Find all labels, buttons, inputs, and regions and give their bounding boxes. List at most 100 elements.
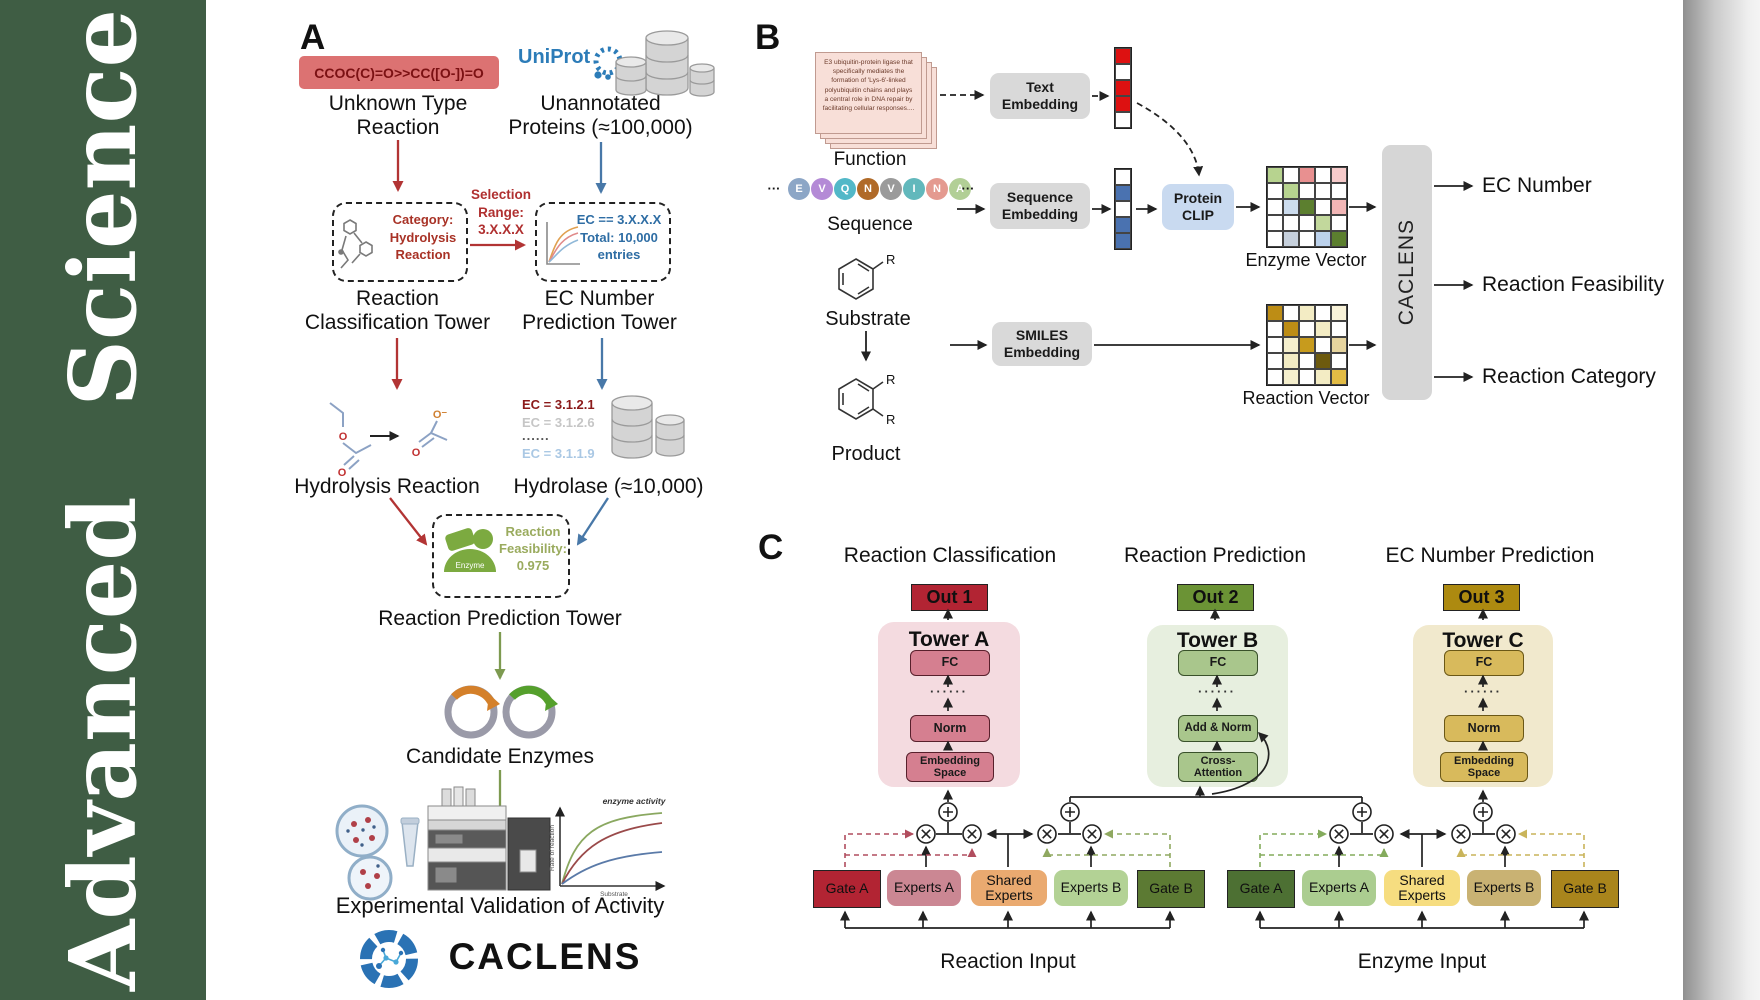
- vector-cell: [1315, 353, 1331, 369]
- tower-c-dots: ······: [1464, 684, 1502, 699]
- vector-cell: [1331, 215, 1347, 231]
- tower-b-crossattention: Cross- Attention: [1178, 752, 1258, 782]
- text-vector: [1114, 47, 1132, 129]
- enzyme-vector-grid: [1266, 166, 1348, 248]
- tower-c-title: Tower C: [1442, 629, 1524, 652]
- vector-cell: [1115, 217, 1131, 233]
- vector-cell: [1299, 215, 1315, 231]
- hydrolysis-reaction-label: Hydrolysis Reaction: [294, 475, 480, 498]
- vector-cell: [1283, 369, 1299, 385]
- vector-cell: [1299, 167, 1315, 183]
- enzyme-input-label: Enzyme Input: [1357, 950, 1487, 973]
- vector-cell: [1283, 353, 1299, 369]
- vector-cell: [1315, 199, 1331, 215]
- vector-cell: [1115, 185, 1131, 201]
- function-card: E3 ubiquitin-protein ligase that specifi…: [815, 52, 922, 134]
- experimental-validation-label: Experimental Validation of Activity: [335, 893, 665, 918]
- kinetics-graph-icon: enzyme activity Rate of reaction Substra…: [549, 796, 667, 898]
- uniprot-logo-text: UniProt: [518, 46, 591, 68]
- vector-cell: [1115, 169, 1131, 185]
- vector-cell: [1299, 183, 1315, 199]
- reaction-gate-a: Gate A: [813, 870, 881, 908]
- output-ec-number: EC Number: [1482, 174, 1592, 197]
- database-icon-unannotated: [615, 30, 715, 97]
- vector-cell: [1315, 167, 1331, 183]
- vector-cell: [1315, 231, 1331, 247]
- vector-cell: [1331, 305, 1347, 321]
- tower-a-fc: FC: [910, 650, 990, 676]
- residue-circle: V: [811, 178, 833, 200]
- vector-cell: [1299, 199, 1315, 215]
- classification-tower-label: Reaction Classification Tower: [304, 287, 491, 335]
- residue-circle: I: [903, 178, 925, 200]
- svg-text:R: R: [886, 252, 895, 267]
- reaction-vector-grid: [1266, 304, 1348, 386]
- vector-cell: [1331, 369, 1347, 385]
- tower-a-dots: ······: [930, 684, 968, 699]
- caclens-logo-icon: [360, 930, 418, 988]
- vector-cell: [1267, 199, 1283, 215]
- smiles-embedding-box: SMILES Embedding: [992, 322, 1092, 366]
- caclens-model-block: CACLENS: [1382, 145, 1432, 400]
- unannotated-proteins-label: Unannotated Proteins (≈100,000): [508, 92, 693, 140]
- vector-cell: [1315, 305, 1331, 321]
- vector-cell: [1283, 183, 1299, 199]
- vector-cell: [1267, 167, 1283, 183]
- reaction-gate-b: Gate B: [1137, 870, 1205, 908]
- tower-b-dots: ······: [1198, 684, 1236, 699]
- hydrolysis-molecules-icon: O O O⁻ O: [329, 402, 448, 479]
- category-text: Category: Hydrolysis Reaction: [389, 212, 457, 263]
- residue-circle: E: [788, 178, 810, 200]
- sequence-embedding-box: Sequence Embedding: [990, 183, 1090, 229]
- candidate-enzymes-label: Candidate Enzymes: [406, 745, 594, 768]
- vector-cell: [1315, 215, 1331, 231]
- vector-cell: [1115, 112, 1131, 128]
- vector-cell: [1267, 321, 1283, 337]
- vector-cell: [1115, 96, 1131, 112]
- reaction-vector-label: Reaction Vector: [1242, 388, 1370, 408]
- tower-a-norm: Norm: [910, 715, 990, 742]
- journal-title: Advanced Science: [49, 9, 157, 991]
- vector-cell: [1331, 183, 1347, 199]
- tower-b-title: Tower B: [1176, 629, 1259, 652]
- residue-circle: Q: [834, 178, 856, 200]
- enzyme-experts-b: Experts B: [1467, 870, 1541, 906]
- text-embedding-box: Text Embedding: [990, 73, 1090, 119]
- reaction-experts-a: Experts A: [887, 870, 961, 906]
- svg-text:O⁻: O⁻: [433, 409, 448, 421]
- vector-cell: [1315, 337, 1331, 353]
- vector-cell: [1267, 231, 1283, 247]
- out3-box: Out 3: [1443, 584, 1520, 611]
- vector-cell: [1331, 167, 1347, 183]
- col3-title: EC Number Prediction: [1385, 544, 1595, 567]
- vector-cell: [1315, 369, 1331, 385]
- tower-c-fc: FC: [1444, 650, 1524, 676]
- vector-cell: [1283, 167, 1299, 183]
- tower-a-title: Tower A: [908, 628, 990, 651]
- sequence-vector: [1114, 168, 1132, 250]
- vector-cell: [1299, 231, 1315, 247]
- vector-cell: [1331, 321, 1347, 337]
- hplc-instrument-icon: [427, 786, 551, 891]
- svg-text:R: R: [886, 412, 895, 427]
- tower-c-norm: Norm: [1444, 715, 1524, 742]
- svg-text:R: R: [886, 372, 895, 387]
- svg-text:O: O: [412, 447, 421, 459]
- product-molecule-icon: R R: [838, 372, 895, 427]
- enzyme-gate-b: Gate B: [1551, 870, 1619, 908]
- unknown-type-label: Unknown Type Reaction: [328, 92, 468, 140]
- panel-c-label: C: [758, 528, 784, 567]
- vector-cell: [1267, 215, 1283, 231]
- tower-a-embedding: Embedding Space: [906, 752, 994, 782]
- svg-text:O: O: [339, 431, 348, 443]
- ec-line-2: EC = 3.1.2.6: [522, 415, 595, 430]
- svg-text:Rate of reaction: Rate of reaction: [549, 825, 556, 871]
- tower-b-addnorm: Add & Norm: [1178, 715, 1258, 742]
- function-label: Function: [833, 149, 907, 170]
- panel-a-label: A: [300, 18, 326, 57]
- page-edge-shadow: [1683, 0, 1760, 1000]
- ec-line-1: EC = 3.1.2.1: [522, 397, 595, 412]
- sequence-label: Sequence: [827, 214, 913, 235]
- moe-operator-nodes: [916, 802, 1516, 844]
